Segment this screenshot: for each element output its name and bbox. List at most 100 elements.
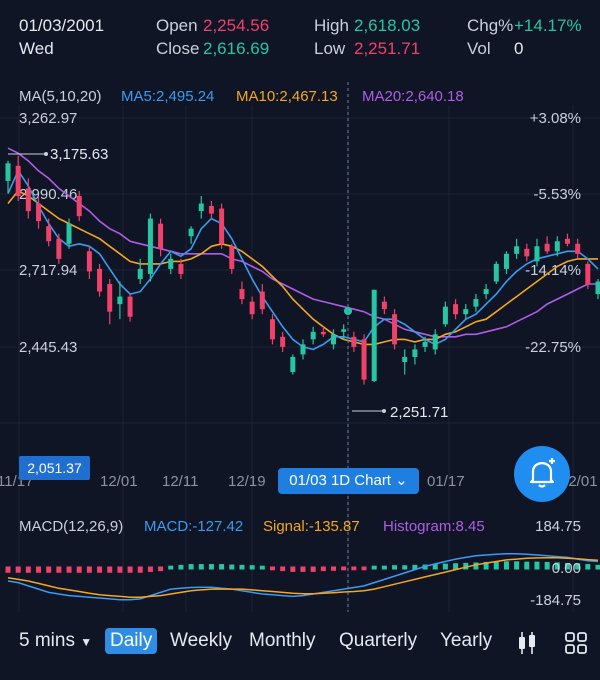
macd-histogram-bar xyxy=(442,563,448,570)
macd-histogram-bar xyxy=(564,562,570,570)
candle-body xyxy=(56,238,62,259)
macd-histogram-bar xyxy=(5,566,11,573)
y-axis-label: 3,262.97 xyxy=(19,110,77,127)
price-chart[interactable]: 11/17 12/01 12/11 12/19 01/17 02/01 3,262.972… xyxy=(0,0,600,622)
macd-legend-value: MACD:-127.42 xyxy=(144,518,243,535)
macd-line xyxy=(7,552,599,601)
bell-plus-icon xyxy=(529,458,555,488)
macd-histogram-bar xyxy=(269,566,275,571)
quote-header: 01/03/2001 Wed Open 2,254.56 Close 2,616… xyxy=(0,0,600,80)
macd-histogram-bar xyxy=(432,564,438,570)
open-label: Open xyxy=(156,16,198,35)
candle-body xyxy=(392,314,398,345)
candle-up xyxy=(412,344,418,365)
ma10-line xyxy=(7,189,598,346)
candle-down xyxy=(280,331,286,352)
macd-histogram-bar xyxy=(239,564,245,570)
macd-histogram-bar xyxy=(483,561,489,570)
macd-histogram-bar xyxy=(473,562,479,570)
macd-histogram-bar xyxy=(463,562,469,570)
candle-down xyxy=(97,263,103,297)
candle-down xyxy=(259,284,265,315)
y-axis-label: 2,717.94 xyxy=(19,262,77,279)
alert-bell-button[interactable] xyxy=(514,446,570,502)
candle-body xyxy=(310,331,316,340)
y-axis-label: 2,445.43 xyxy=(19,339,77,356)
candle-body xyxy=(188,228,194,237)
macd-histogram-bar xyxy=(331,566,337,571)
candle-body xyxy=(524,248,530,257)
chart-mode-button[interactable]: 01/03 1D Chart ⌄ xyxy=(278,468,419,494)
macd-histogram-bar xyxy=(300,566,306,572)
tab-monthly[interactable]: Monthly xyxy=(249,630,316,651)
candle-body xyxy=(36,203,42,222)
candle-body xyxy=(503,253,509,269)
candle-body xyxy=(351,336,357,347)
macd-legend-title: MACD(12,26,9) xyxy=(19,518,123,535)
candle-up xyxy=(117,281,123,320)
period-tabs: 5 mins ▼ Daily Weekly Monthly Quarterly … xyxy=(0,622,600,668)
candle-body xyxy=(168,258,174,269)
macd-histogram-bar xyxy=(554,562,560,570)
pct-axis-label: +3.08% xyxy=(530,110,581,127)
open-value: 2,254.56 xyxy=(203,16,270,35)
candle-up xyxy=(483,284,489,300)
tab-5-mins-label: 5 mins xyxy=(19,630,75,651)
candle-down xyxy=(25,178,31,219)
candle-down xyxy=(524,243,530,262)
close-label: Close xyxy=(156,39,200,58)
ma5-legend: MA5:2,495.24 xyxy=(121,88,214,105)
candle-body xyxy=(320,331,326,335)
chg-value: +14.17% xyxy=(514,16,582,35)
pct-axis-label: -22.75% xyxy=(525,339,581,356)
chevron-down-icon: ⌄ xyxy=(395,472,408,489)
chart-mode-label: 01/03 1D Chart xyxy=(289,472,391,489)
macd-histogram-bar xyxy=(127,566,133,573)
macd-histogram-bar xyxy=(198,564,204,570)
candle-body xyxy=(463,309,469,315)
candle-body xyxy=(97,268,103,292)
vol-value: 0 xyxy=(514,39,524,58)
candle-body xyxy=(280,336,286,347)
candle-down xyxy=(127,294,133,322)
candle-body xyxy=(595,281,600,295)
macd-histogram-bar xyxy=(371,565,377,570)
signal-legend-value: Signal:-135.87 xyxy=(263,518,360,535)
candle-body xyxy=(422,341,428,347)
candle-up xyxy=(503,251,509,274)
macd-histogram-bar xyxy=(503,561,509,570)
candle-body xyxy=(219,208,225,244)
candle-body xyxy=(331,334,337,345)
x-axis-tick: 12/01 xyxy=(100,473,138,490)
candle-up xyxy=(402,349,408,375)
tab-quarterly[interactable]: Quarterly xyxy=(339,630,418,651)
macd-histogram-bar xyxy=(381,565,387,570)
candle-up xyxy=(493,261,499,285)
candle-down xyxy=(249,296,255,320)
crosshair-price-box: 2,051.37 xyxy=(19,456,90,480)
tab-weekly[interactable]: Weekly xyxy=(170,630,232,651)
macd-histogram-bar xyxy=(280,566,286,572)
candle-body xyxy=(483,289,489,295)
macd-histogram-bar xyxy=(493,561,499,570)
tab-yearly[interactable]: Yearly xyxy=(440,630,493,651)
macd-histogram-bar xyxy=(178,564,184,570)
macd-histogram-bar xyxy=(107,566,113,573)
macd-histogram-bar xyxy=(392,565,398,570)
candle-body xyxy=(25,188,31,212)
ma-legend-title: MA(5,10,20) xyxy=(19,88,102,105)
candle-body xyxy=(147,218,153,274)
grid-menu-icon[interactable] xyxy=(564,631,588,655)
candle-up xyxy=(198,195,204,219)
candle-up xyxy=(595,278,600,300)
candle-up xyxy=(432,329,438,355)
candle-down xyxy=(453,299,459,320)
candle-body xyxy=(300,344,306,355)
candle-down xyxy=(361,334,367,385)
tab-daily[interactable]: Daily xyxy=(105,628,158,654)
macd-histogram-bar xyxy=(56,566,62,573)
candlestick-type-icon[interactable] xyxy=(515,630,539,656)
candle-body xyxy=(76,195,82,217)
tab-5-mins[interactable]: 5 mins ▼ xyxy=(19,630,92,652)
candle-body xyxy=(371,289,377,382)
